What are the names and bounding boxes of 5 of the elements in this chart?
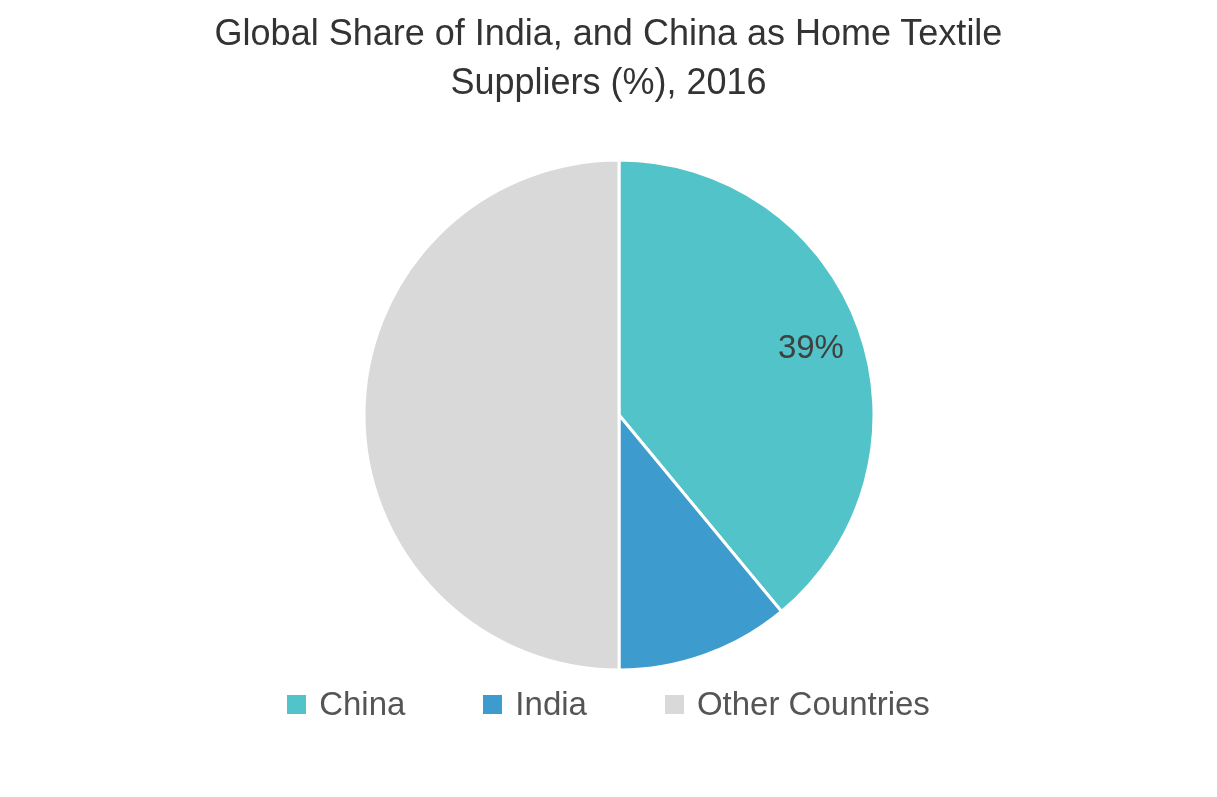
- chart-title: Global Share of India, and China as Home Textile Suppliers (%), 2016: [213, 11, 1004, 104]
- legend-label: China: [319, 685, 406, 723]
- legend-label: Other Countries: [696, 685, 930, 723]
- legend-label: India: [515, 685, 587, 723]
- data-label: 39%: [777, 327, 844, 365]
